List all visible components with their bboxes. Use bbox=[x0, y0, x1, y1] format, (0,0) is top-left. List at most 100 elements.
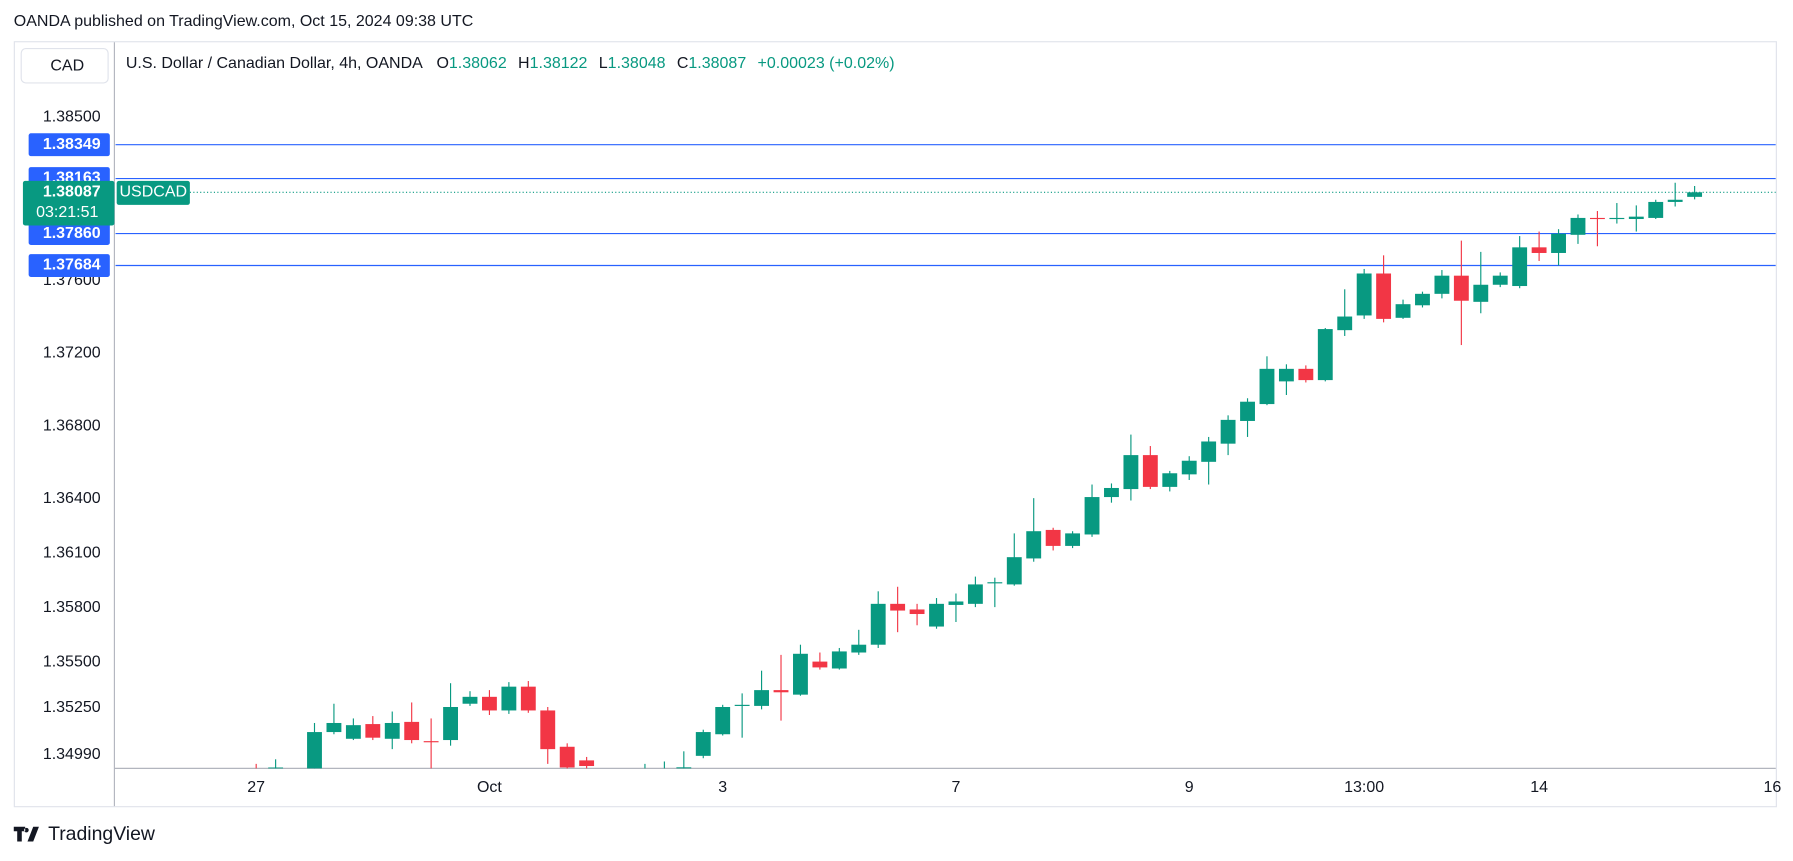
candle-body bbox=[695, 732, 711, 756]
candle-body bbox=[1648, 201, 1664, 218]
last-price-bg bbox=[22, 180, 115, 226]
price-line-label-bg bbox=[28, 133, 110, 157]
candle-body bbox=[987, 582, 1003, 584]
candle-body bbox=[1084, 497, 1100, 535]
candle-body bbox=[1376, 273, 1392, 319]
price-line-label: 1.37684 bbox=[43, 257, 101, 274]
legend-header: U.S. Dollar / Canadian Dollar, 4h, OANDA… bbox=[126, 55, 895, 72]
candle-body bbox=[851, 644, 867, 653]
x-tick-label: 3 bbox=[718, 779, 727, 796]
candle-body bbox=[715, 706, 731, 735]
candle-body bbox=[773, 690, 789, 693]
candle-body bbox=[1687, 192, 1703, 197]
candle-body bbox=[929, 603, 944, 627]
candle-body bbox=[657, 769, 672, 771]
axes: 1.385001.376001.372001.368001.364001.361… bbox=[22, 109, 1781, 796]
ohlc-label: L bbox=[599, 55, 608, 72]
candle-body bbox=[754, 690, 770, 706]
candle-body bbox=[1473, 284, 1489, 302]
y-tick-label: 1.36400 bbox=[43, 490, 101, 507]
logo: TradingView bbox=[13, 823, 156, 845]
y-tick-label: 1.36800 bbox=[43, 417, 101, 434]
symbol-tag-bg bbox=[116, 180, 190, 205]
currency-label[interactable]: CAD bbox=[50, 58, 84, 75]
candle-body bbox=[1142, 455, 1158, 487]
candle-body bbox=[268, 767, 284, 769]
candle-body bbox=[870, 603, 886, 645]
candle-body bbox=[288, 773, 303, 777]
candle-body bbox=[1667, 199, 1683, 202]
candle-body bbox=[423, 741, 439, 743]
x-tick-label: 7 bbox=[952, 779, 961, 796]
ohlc-label: C bbox=[677, 55, 689, 72]
x-tick-label: 27 bbox=[247, 779, 265, 796]
price-line-label: 1.37860 bbox=[43, 225, 101, 242]
x-tick-label: 9 bbox=[1185, 779, 1194, 796]
ohlc-value: 1.38122 bbox=[530, 55, 588, 72]
candle-body bbox=[1201, 441, 1217, 462]
candle-body bbox=[1589, 217, 1605, 220]
y-tick-label: 1.35250 bbox=[43, 699, 101, 716]
candle-body bbox=[831, 651, 847, 669]
chart-frame bbox=[13, 41, 1777, 808]
candle-body bbox=[638, 771, 653, 775]
candle-body bbox=[1415, 293, 1430, 306]
ohlc-label: H bbox=[518, 55, 530, 72]
candle-body bbox=[1259, 368, 1275, 405]
candle-body bbox=[1551, 233, 1566, 253]
plot-area bbox=[115, 144, 1776, 777]
candle-body bbox=[1512, 247, 1528, 287]
candle-body bbox=[948, 601, 964, 605]
candle-body bbox=[1123, 455, 1139, 490]
candle-body bbox=[1006, 557, 1022, 585]
price-line-label: 1.38349 bbox=[43, 136, 101, 153]
candle-body bbox=[793, 653, 808, 695]
candle-body bbox=[890, 603, 906, 611]
candle-body bbox=[365, 724, 381, 738]
candle-body bbox=[326, 722, 342, 733]
candle-body bbox=[1337, 316, 1353, 331]
candle-body bbox=[559, 746, 575, 768]
candle-body bbox=[1240, 401, 1255, 421]
x-tick-label: 13:00 bbox=[1344, 779, 1384, 796]
y-tick-label: 1.38500 bbox=[43, 109, 101, 126]
candle-body bbox=[482, 696, 497, 711]
candle-body bbox=[734, 704, 750, 706]
y-tick-label: 1.34990 bbox=[43, 746, 101, 763]
x-tick-label: 14 bbox=[1530, 779, 1548, 796]
x-tick-label: Oct bbox=[477, 779, 502, 796]
candle-body bbox=[1628, 216, 1644, 220]
countdown: 03:21:51 bbox=[36, 204, 98, 221]
candle-body bbox=[1609, 217, 1625, 220]
ohlc-value: 1.38062 bbox=[449, 55, 507, 72]
candle-body bbox=[1220, 419, 1236, 444]
candle-body bbox=[1356, 273, 1372, 316]
candle-body bbox=[1162, 473, 1178, 487]
x-tick-label: 16 bbox=[1763, 779, 1781, 796]
candle-body bbox=[443, 706, 458, 741]
candle-body bbox=[1181, 460, 1197, 475]
candle-body bbox=[404, 721, 420, 741]
candle-body bbox=[462, 696, 478, 704]
candle-body bbox=[1278, 368, 1294, 382]
candle-body bbox=[812, 661, 828, 668]
ohlc-value: 1.38087 bbox=[688, 55, 746, 72]
symbol-tag: USDCAD bbox=[119, 184, 187, 201]
candle-body bbox=[618, 773, 633, 777]
candle-body bbox=[1395, 304, 1411, 318]
currency-button[interactable] bbox=[20, 48, 109, 84]
price-line-label-bg bbox=[28, 254, 110, 277]
candle-body bbox=[307, 732, 322, 769]
candle-body bbox=[1026, 531, 1042, 559]
candle-body bbox=[676, 767, 692, 769]
last-price-label: 1.38087 bbox=[43, 184, 101, 201]
candle-body bbox=[579, 760, 595, 767]
symbol-title: U.S. Dollar / Canadian Dollar, 4h, OANDA bbox=[126, 55, 423, 72]
candle-body bbox=[384, 722, 400, 739]
y-tick-label: 1.35500 bbox=[43, 653, 101, 670]
candle-body bbox=[909, 609, 925, 615]
logo-text: TradingView bbox=[48, 823, 156, 845]
ohlc-value: 1.38048 bbox=[608, 55, 666, 72]
candle-body bbox=[1045, 529, 1061, 546]
candle-body bbox=[1434, 275, 1450, 294]
